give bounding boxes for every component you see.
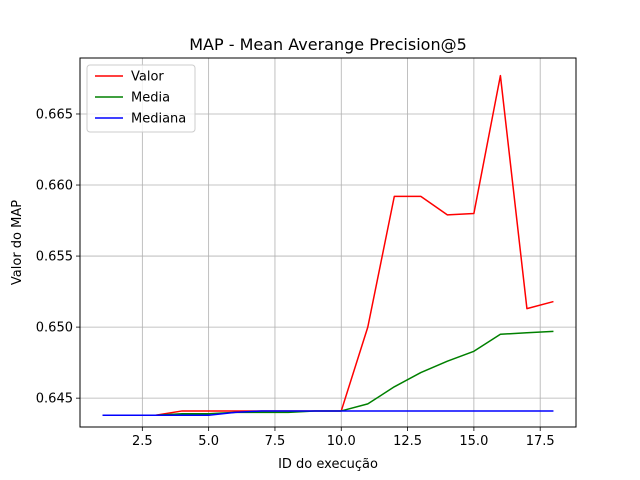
legend-label-mediana: Mediana	[131, 112, 186, 127]
series-group	[102, 74, 554, 416]
x-axis-label: ID do execução	[278, 457, 378, 472]
x-tick-label: 7.5	[265, 434, 286, 449]
plot-frame	[79, 57, 577, 428]
x-tick-label: 2.5	[132, 434, 153, 449]
y-ticks: 0.645 0.650 0.655 0.660 0.665	[36, 107, 80, 407]
y-tick-label: 0.655	[36, 250, 73, 265]
y-axis-label: Valor do MAP	[10, 200, 25, 285]
legend: Valor Media Mediana	[86, 64, 196, 133]
x-tick-label: 5.0	[198, 434, 219, 449]
legend-box	[86, 64, 196, 133]
y-tick-label: 0.650	[36, 321, 73, 336]
series-line-mediana	[102, 410, 554, 416]
legend-label-media: Media	[131, 91, 170, 106]
y-tick-label: 0.660	[36, 179, 73, 194]
x-tick-label: 10.0	[327, 434, 356, 449]
x-tick-label: 15.0	[459, 434, 488, 449]
chart-title: MAP - Mean Averange Precision@5	[189, 35, 467, 54]
x-tick-label: 17.5	[526, 434, 555, 449]
y-tick-label: 0.645	[36, 392, 73, 407]
x-ticks: 2.5 5.0 7.5 10.0 12.5 15.0 17.5	[132, 427, 555, 449]
x-tick-label: 12.5	[393, 434, 422, 449]
grid	[80, 58, 576, 427]
legend-label-valor: Valor	[131, 70, 164, 85]
y-tick-label: 0.665	[36, 107, 73, 122]
